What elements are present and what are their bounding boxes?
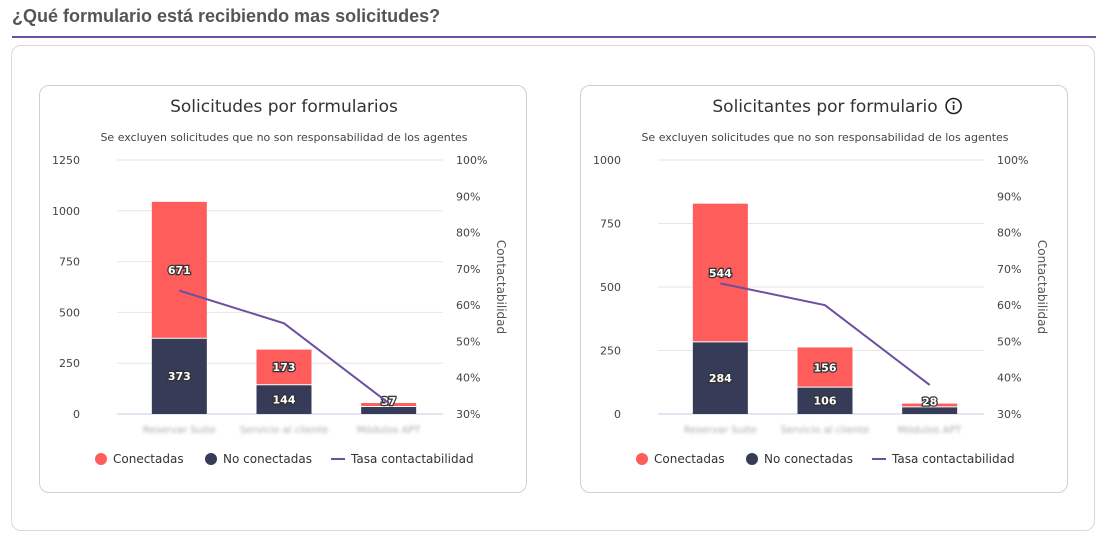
y-tick-label: 0 xyxy=(614,408,621,421)
info-icon xyxy=(945,97,962,115)
y2-tick-label: 100% xyxy=(456,154,487,167)
y-tick-label: 250 xyxy=(600,345,621,358)
data-label-conectadas: 671 xyxy=(168,264,191,277)
y-tick-label: 1250 xyxy=(52,154,80,167)
legend-label-no-conectadas: No conectadas xyxy=(223,452,312,466)
y2-axis-title: Contactabilidad xyxy=(1035,240,1049,334)
legend-marker-no-conectadas xyxy=(205,453,217,465)
y-tick-label: 1000 xyxy=(52,205,80,218)
y2-tick-label: 70% xyxy=(456,263,480,276)
y-tick-label: 1000 xyxy=(593,154,621,167)
y2-tick-label: 80% xyxy=(456,227,480,240)
bar-no-conectadas xyxy=(797,387,853,414)
legend-marker-conectadas xyxy=(95,453,107,465)
y-tick-label: 500 xyxy=(600,281,621,294)
x-tick-label: Servicio al cliente xyxy=(240,425,329,436)
y-tick-label: 750 xyxy=(59,256,80,269)
y2-tick-label: 30% xyxy=(997,408,1021,421)
chart-card-solicitudes: Solicitudes por formularios Se excluyen s… xyxy=(39,85,527,493)
section-title: ¿Qué formulario está recibiendo mas soli… xyxy=(12,6,441,26)
x-tick-label: Módulos APT xyxy=(898,424,963,436)
y2-tick-label: 100% xyxy=(997,154,1028,167)
data-label-conectadas: 173 xyxy=(273,361,296,374)
legend-label-tasa: Tasa contactabilidad xyxy=(350,452,474,466)
y2-tick-label: 80% xyxy=(997,227,1021,240)
y2-tick-label: 70% xyxy=(997,263,1021,276)
x-tick-label: Reservar Suite xyxy=(143,425,216,436)
x-tick-label: Reservar Suite xyxy=(684,425,757,436)
chart-title: Solicitantes por formulario xyxy=(712,97,937,117)
chart-subtitle: Se excluyen solicitudes que no son respo… xyxy=(100,131,467,144)
y2-tick-label: 60% xyxy=(456,299,480,312)
data-label-no-conectadas: 284 xyxy=(709,372,732,385)
bar-no-conectadas xyxy=(692,341,748,414)
y2-tick-label: 50% xyxy=(456,335,480,348)
y2-tick-label: 90% xyxy=(456,190,480,203)
y2-tick-label: 90% xyxy=(997,190,1021,203)
data-label-conectadas: 28 xyxy=(922,396,937,409)
y2-tick-label: 40% xyxy=(997,372,1021,385)
x-tick-label: Módulos APT xyxy=(357,424,422,436)
chart-title: Solicitudes por formularios xyxy=(170,97,398,117)
legend-label-no-conectadas: No conectadas xyxy=(764,452,853,466)
section-divider xyxy=(12,36,1096,38)
y-tick-label: 750 xyxy=(600,218,621,231)
y2-tick-label: 50% xyxy=(997,335,1021,348)
data-label-conectadas: 37 xyxy=(381,395,396,408)
bar-conectadas xyxy=(692,203,748,342)
legend-label-tasa: Tasa contactabilidad xyxy=(891,452,1015,466)
y2-tick-label: 30% xyxy=(456,408,480,421)
bar-conectadas xyxy=(151,201,207,339)
bar-conectadas xyxy=(797,347,853,388)
charts-panel xyxy=(11,45,1095,531)
bar-no-conectadas xyxy=(151,338,207,414)
bar-no-conectadas xyxy=(361,406,417,414)
bar-no-conectadas xyxy=(256,384,312,414)
bar-conectadas xyxy=(361,403,417,407)
chart-card-solicitantes: Solicitantes por formulario Se excluyen s… xyxy=(580,85,1068,493)
chart-solicitantes-por-formulario: Solicitantes por formulario Se excluyen s… xyxy=(593,97,1049,466)
data-label-no-conectadas: 373 xyxy=(168,370,191,383)
y2-axis-title: Contactabilidad xyxy=(494,240,508,334)
y-tick-label: 0 xyxy=(73,408,80,421)
data-label-no-conectadas: 144 xyxy=(273,393,296,406)
data-label-conectadas: 544 xyxy=(709,267,732,280)
line-tasa-contactabilidad xyxy=(179,289,390,404)
legend-label-conectadas: Conectadas xyxy=(113,452,184,466)
legend-label-conectadas: Conectadas xyxy=(654,452,725,466)
y-tick-label: 500 xyxy=(59,306,80,319)
data-label-conectadas: 156 xyxy=(814,361,837,374)
line-tasa-contactabilidad xyxy=(720,282,931,386)
bar-conectadas xyxy=(256,349,312,385)
legend-marker-no-conectadas xyxy=(746,453,758,465)
y2-tick-label: 40% xyxy=(456,372,480,385)
data-label-no-conectadas: 106 xyxy=(814,395,837,408)
chart-subtitle: Se excluyen solicitudes que no son respo… xyxy=(641,131,1008,144)
y2-tick-label: 60% xyxy=(997,299,1021,312)
x-tick-label: Servicio al cliente xyxy=(781,425,870,436)
legend-marker-conectadas xyxy=(636,453,648,465)
bar-conectadas xyxy=(902,403,958,407)
chart-solicitudes-por-formularios: Solicitudes por formularios Se excluyen s… xyxy=(52,97,508,466)
y-tick-label: 250 xyxy=(59,357,80,370)
bar-no-conectadas xyxy=(902,406,958,414)
